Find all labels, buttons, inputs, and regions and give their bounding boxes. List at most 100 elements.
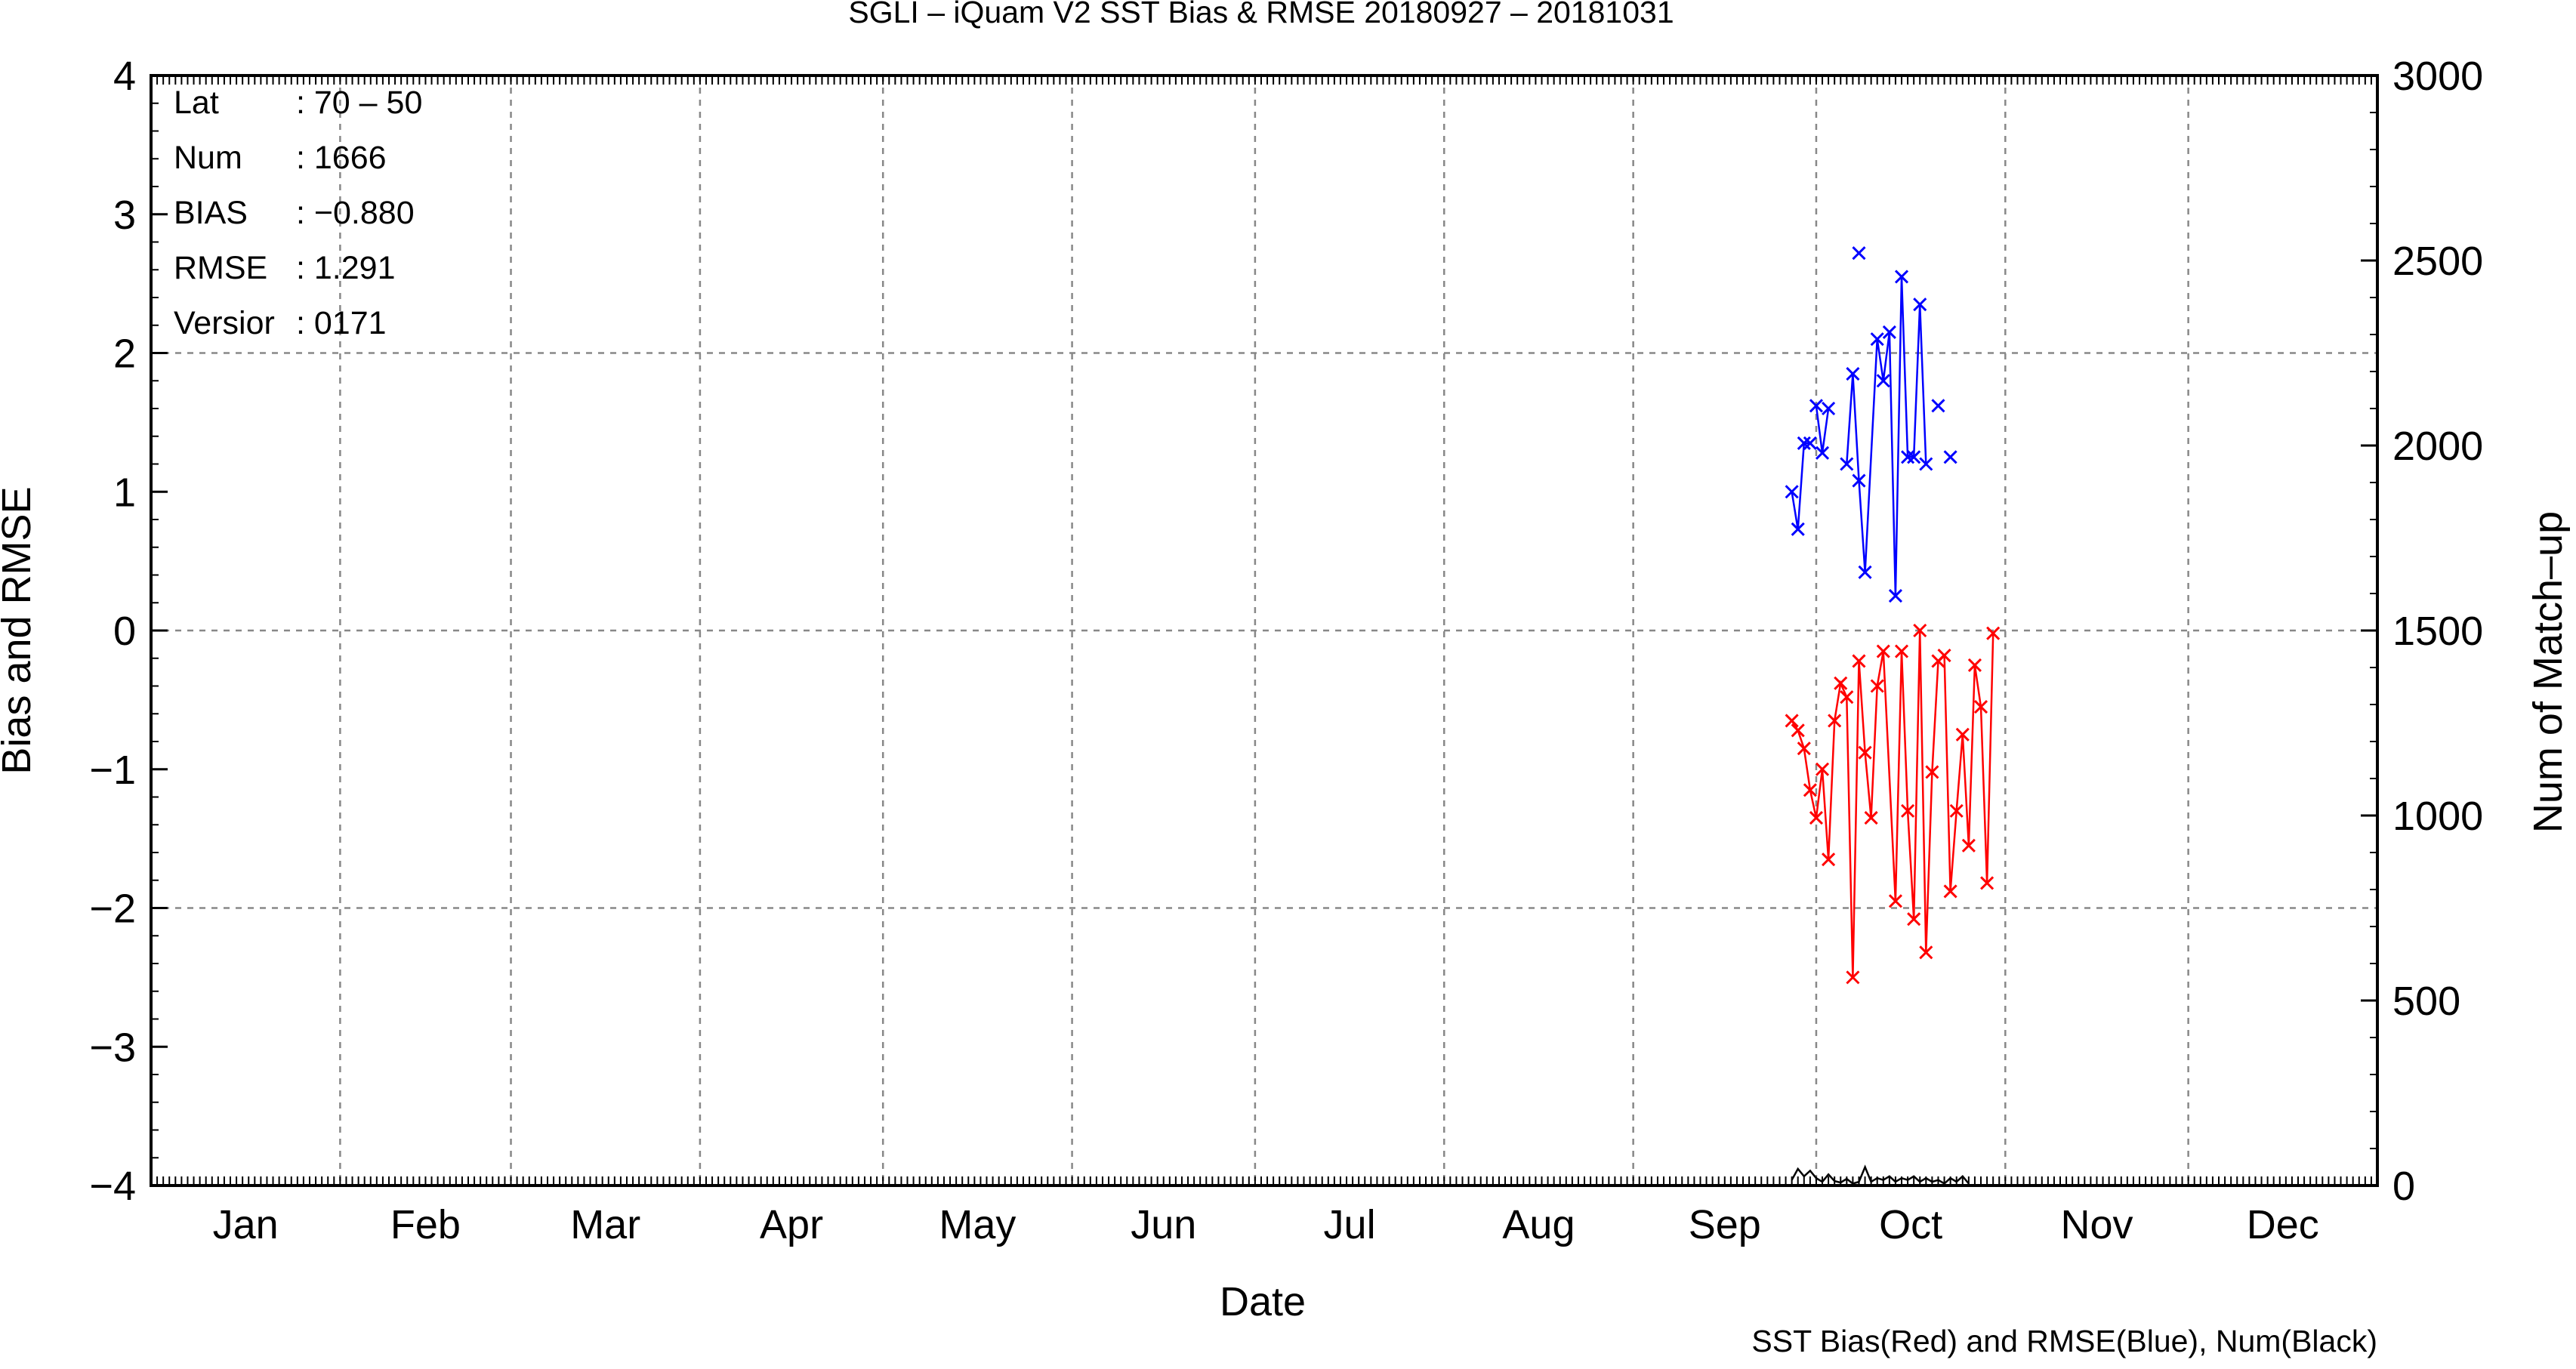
marker-stroke	[1955, 727, 1970, 742]
y-left-tick-label: 0	[113, 609, 136, 654]
data-point-sst-bias	[1815, 762, 1830, 776]
series-line-sst-rmse	[1791, 442, 1810, 530]
y-axis-left-label: Bias and RMSE	[0, 486, 39, 774]
y-right-tick-label: 500	[2392, 979, 2460, 1024]
data-point-sst-bias	[1797, 742, 1811, 756]
grid	[151, 76, 2377, 1186]
marker-stroke	[1864, 811, 1878, 825]
data-point-sst-bias	[1973, 700, 1988, 714]
data-point-sst-bias	[1913, 623, 1927, 638]
stats-box: Lat: 70 – 50 Num: 1666 BIAS: −0.880 RMSE: 1…	[174, 85, 422, 341]
stat-label: Versior	[174, 305, 275, 341]
data-point-sst-bias	[1888, 894, 1903, 908]
data-point-sst-rmse	[1876, 374, 1890, 388]
marker-stroke	[1961, 838, 1976, 853]
marker-stroke	[1840, 690, 1854, 705]
data-point-sst-bias	[1822, 853, 1836, 867]
data-point-sst-bias	[1894, 644, 1909, 658]
y-left-tick-label: 4	[113, 54, 136, 99]
y-right-tick-label: 1000	[2392, 794, 2483, 839]
marker-stroke	[1834, 676, 1848, 690]
data-point-sst-bias	[1852, 654, 1866, 668]
data-point-sst-bias	[1949, 803, 1964, 818]
data-point-sst-rmse	[1791, 522, 1805, 536]
y-left-tick-label: −2	[89, 886, 136, 932]
data-point-sst-bias	[1828, 714, 1842, 728]
y-left-tick-label: −4	[89, 1164, 136, 1209]
marker-stroke	[1852, 654, 1866, 668]
data-point-sst-bias	[1864, 811, 1878, 825]
data-point-sst-bias	[1870, 679, 1884, 693]
data-point-sst-bias	[1834, 676, 1848, 690]
marker-stroke	[1797, 436, 1811, 450]
marker-stroke	[1815, 446, 1830, 460]
marker-stroke	[1894, 270, 1909, 284]
data-point-sst-bias	[1840, 690, 1854, 705]
y-right-tick-label: 1500	[2392, 609, 2483, 654]
data-point-sst-bias	[1858, 745, 1872, 760]
marker-stroke	[1791, 522, 1805, 536]
data-point-sst-rmse	[1809, 399, 1824, 413]
stat-label: Num	[174, 140, 242, 176]
marker-stroke	[1980, 876, 1994, 890]
data-point-sst-bias	[1803, 783, 1817, 797]
stat-label: Lat	[174, 85, 219, 121]
plot-frame	[150, 74, 2379, 1187]
x-tick-label: Jul	[1324, 1202, 1376, 1247]
data-point-sst-rmse	[1852, 473, 1866, 488]
x-tick-label: Oct	[1879, 1202, 1942, 1247]
marker-stroke	[1822, 401, 1836, 416]
marker-stroke	[1785, 485, 1799, 499]
marker-stroke	[1907, 450, 1921, 464]
data-point-sst-bias	[1980, 876, 1994, 890]
y-left-tick-label: −1	[89, 748, 136, 793]
marker-stroke	[1840, 457, 1854, 471]
chart-title: SGLI – iQuam V2 SST Bias & RMSE 20180927…	[848, 0, 1674, 29]
marker-stroke	[1913, 298, 1927, 312]
marker-stroke	[1858, 745, 1872, 760]
y-left-tick-label: 3	[113, 193, 136, 238]
data-point-sst-rmse	[1931, 399, 1945, 413]
marker-stroke	[1876, 374, 1890, 388]
marker-stroke	[1822, 853, 1836, 867]
marker-stroke	[1937, 649, 1951, 663]
marker-stroke	[1973, 700, 1988, 714]
data-point-sst-rmse	[1822, 401, 1836, 416]
marker-stroke	[1852, 246, 1866, 261]
marker-stroke	[1803, 783, 1817, 797]
x-tick-label: Apr	[760, 1202, 823, 1247]
y-right-tick-label: 3000	[2392, 54, 2483, 99]
x-tick-label: May	[939, 1202, 1016, 1247]
marker-stroke	[1882, 325, 1896, 339]
data-point-sst-rmse	[1852, 246, 1866, 261]
data-point-sst-bias	[1955, 727, 1970, 742]
marker-stroke	[1901, 803, 1915, 818]
marker-stroke	[1791, 723, 1805, 738]
stat-value: : −0.880	[296, 195, 415, 231]
marker-stroke	[1919, 457, 1933, 471]
marker-stroke	[1846, 970, 1860, 985]
stat-label: BIAS	[174, 195, 248, 231]
marker-stroke	[1803, 436, 1817, 450]
data-point-sst-bias	[1876, 644, 1890, 658]
data-point-sst-rmse	[1907, 450, 1921, 464]
y-axis-right-label: Num of Match–up	[2525, 511, 2571, 833]
data-point-sst-bias	[1907, 912, 1921, 927]
data-point-sst-rmse	[1901, 450, 1915, 464]
marker-stroke	[1852, 473, 1866, 488]
data-point-sst-rmse	[1882, 325, 1896, 339]
marker-stroke	[1870, 679, 1884, 693]
marker-stroke	[1901, 450, 1915, 464]
x-tick-label: Jun	[1131, 1202, 1196, 1247]
data-point-sst-rmse	[1846, 367, 1860, 381]
data-point-sst-bias	[1925, 765, 1939, 779]
marker-stroke	[1809, 811, 1824, 825]
series-line-num	[1791, 1164, 1970, 1186]
stat-value: : 0171	[296, 305, 387, 341]
marker-stroke	[1858, 565, 1872, 579]
x-tick-label: Feb	[390, 1202, 461, 1247]
series-layer	[1785, 246, 2001, 1186]
tick-labels: Jan Feb Mar Apr May Jun Jul Aug Sep Oct Nov Dec 4 3 2 1…	[89, 54, 2483, 1247]
marker-stroke	[1894, 644, 1909, 658]
